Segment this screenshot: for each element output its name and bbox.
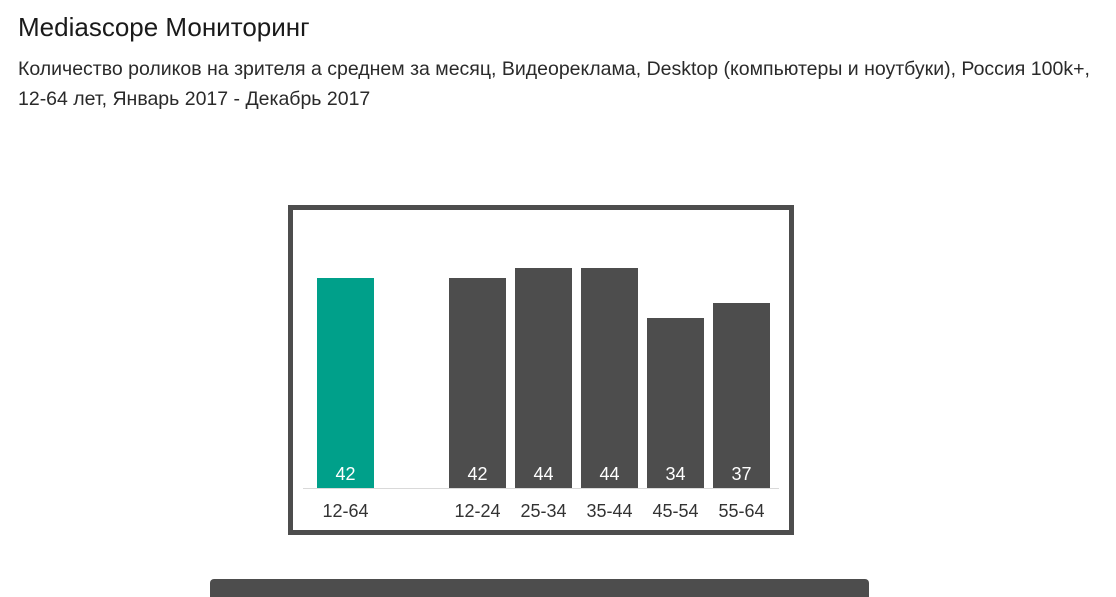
bar-55-64 xyxy=(713,303,770,488)
data-label-12-24: 42 xyxy=(467,464,487,484)
x-tick-label-12-64: 12-64 xyxy=(322,501,368,521)
data-label-25-34: 44 xyxy=(533,464,553,484)
data-label-12-64: 42 xyxy=(335,464,355,484)
data-label-35-44: 44 xyxy=(599,464,619,484)
chart-title: Mediascope Мониторинг xyxy=(18,12,310,42)
chart-subtitle: Количество роликов на зрителя а среднем … xyxy=(18,58,1090,110)
bar-chart: 42 12-64 42 12-24 44 25-34 44 35-44 34 45-54 37 55-… xyxy=(303,268,779,521)
bar-35-44 xyxy=(581,268,638,488)
bar-45-54 xyxy=(647,318,704,488)
bar-25-34 xyxy=(515,268,572,488)
laptop-base xyxy=(210,579,869,597)
bars-layer xyxy=(317,268,770,488)
x-tick-label-12-24: 12-24 xyxy=(454,501,500,521)
data-label-45-54: 34 xyxy=(665,464,685,484)
x-tick-label-35-44: 35-44 xyxy=(586,501,632,521)
x-tick-label-55-64: 55-64 xyxy=(718,501,764,521)
x-tick-label-45-54: 45-54 xyxy=(652,501,698,521)
bar-12-24 xyxy=(449,278,506,488)
data-label-55-64: 37 xyxy=(731,464,751,484)
x-tick-label-25-34: 25-34 xyxy=(520,501,566,521)
labels-layer: 42 12-64 42 12-24 44 25-34 44 35-44 34 45-54 37 55-… xyxy=(322,464,764,521)
laptop-screen-frame: 42 12-64 42 12-24 44 25-34 44 35-44 34 45-54 37 55-… xyxy=(288,205,794,535)
bar-12-64 xyxy=(317,278,374,488)
